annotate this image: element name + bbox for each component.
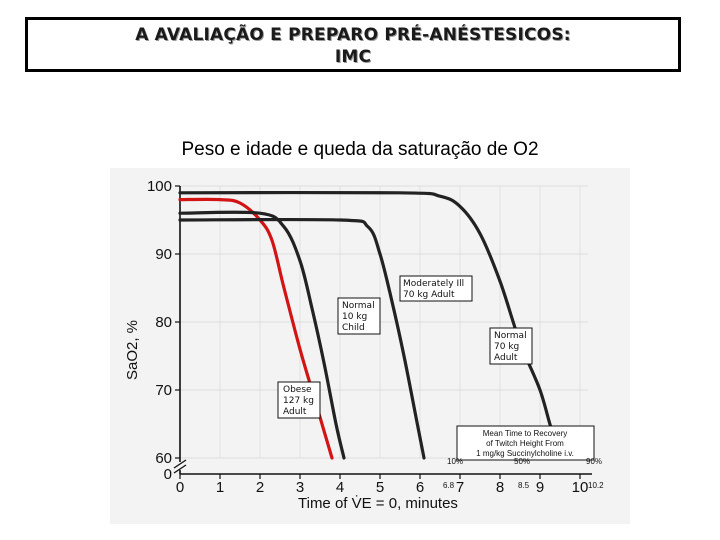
annotation-normal-line-3: Adult	[494, 353, 518, 363]
x-tick-label: 2	[256, 479, 264, 496]
annotation-mean-time: Mean Time to Recovery of Twitch Height F…	[456, 425, 595, 461]
x-tick-label: 0	[176, 479, 184, 496]
x-tick-label: 8	[496, 479, 504, 496]
annotation-moderately-ill: Moderately Ill 70 kg Adult	[399, 275, 473, 302]
axis-break-mark-2	[173, 464, 187, 474]
annotation-child-line-2: 10 kg	[342, 312, 367, 322]
annotation-obese-line-1: Obese	[283, 385, 312, 395]
slide-subtitle: Peso e idade e queda da saturação de O2	[181, 139, 539, 160]
annotation-modill-line-1: Moderately Ill	[403, 279, 464, 289]
x-tick-label: 4	[336, 479, 344, 496]
annotation-obese-line-2: 127 kg	[283, 396, 314, 406]
series-line-2	[178, 217, 426, 460]
annotation-child: Normal 10 kg Child	[337, 297, 381, 335]
annotation-normal-adult: Normal 70 kg Adult	[489, 327, 533, 365]
page-title-line-1: A AVALIAÇÃO E PREPARO PRÉ-ANÉSTESICOS:	[135, 25, 571, 45]
y-tick-label: 70	[155, 382, 172, 399]
annotation-child-line-1: Normal	[342, 301, 375, 311]
axis-break-mark-1	[173, 459, 187, 469]
annotation-child-line-3: Child	[342, 323, 365, 333]
x-tick-label: 6	[416, 479, 424, 496]
annotation-mean-line-2: of Twitch Height From	[486, 439, 564, 448]
x-tick-label: 5	[376, 479, 384, 496]
x-tick-label: 7	[456, 479, 464, 496]
chart-axes	[173, 186, 592, 475]
annotation-obese-line-3: Adult	[283, 407, 307, 417]
y-tick-label: 90	[155, 246, 172, 263]
x-tick-label: 1	[216, 479, 224, 496]
annotation-mean-line-1: Mean Time to Recovery	[483, 429, 567, 438]
series-line-3	[178, 190, 566, 460]
y-tick-label: 80	[155, 314, 172, 331]
series-line-1	[178, 210, 346, 460]
annotation-normal-line-1: Normal	[494, 331, 527, 341]
annotation-modill-line-2: 70 kg Adult	[403, 290, 455, 300]
annotation-mean-line-3: 1 mg/kg Succinylcholine i.v.	[476, 449, 574, 458]
y-tick-label: 100	[147, 178, 172, 195]
x-tick-label: 9	[536, 479, 544, 496]
x-tick-label: 10	[572, 479, 589, 496]
y-tick-label: 60	[155, 450, 172, 467]
y-axis-label: SaO2, %	[124, 320, 141, 380]
y-tick-label-zero: 0	[164, 466, 172, 483]
pct-10-label: 10%	[447, 457, 463, 466]
title-box: A AVALIAÇÃO E PREPARO PRÉ-ANÉSTESICOS: I…	[25, 17, 681, 72]
annotation-obese: Obese 127 kg Adult	[277, 381, 321, 419]
annotation-normal-line-2: 70 kg	[494, 342, 519, 352]
tick-6-8-label: 6.8	[443, 481, 455, 490]
x-axis-label: Time of V̇E = 0, minutes	[298, 495, 458, 512]
page-title-line-2: IMC	[334, 47, 372, 67]
saturation-chart: 60 70 80 90 100 00 1 2 3 4 5 6 7 8 9 10 Time of V̇E = 0…	[110, 168, 630, 524]
x-tick-label: 3	[296, 479, 304, 496]
pct-90-label: 90%	[586, 457, 602, 466]
chart-ticks: 60 70 80 90 100 00 1 2 3 4 5 6 7 8 9 10	[147, 178, 588, 496]
pct-50-label: 50%	[514, 457, 530, 466]
tick-8-5-label: 8.5	[518, 481, 530, 490]
tick-10-2-label: 10.2	[588, 481, 604, 490]
